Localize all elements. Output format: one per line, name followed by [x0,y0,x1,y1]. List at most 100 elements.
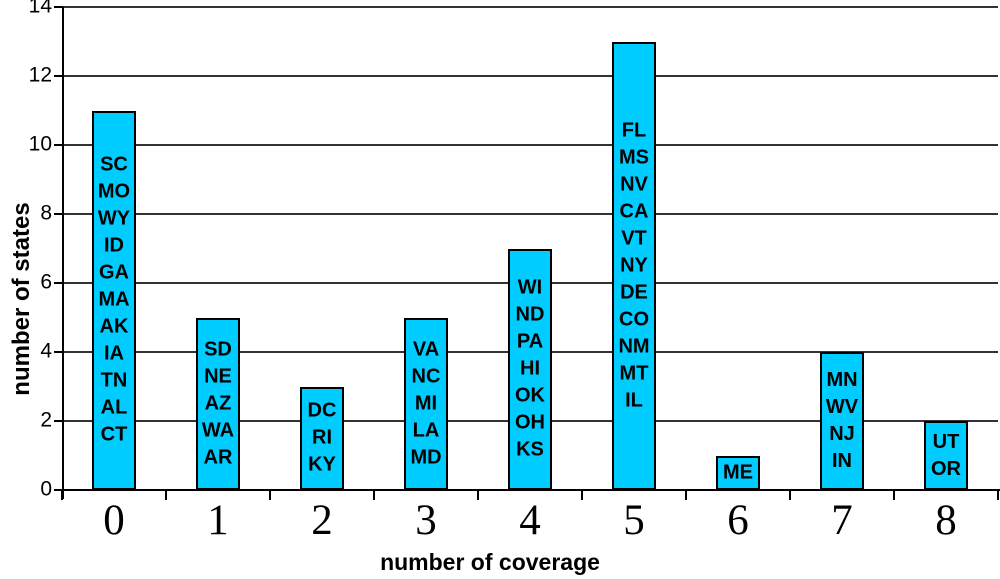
bar-state-labels: DC RI KY [302,398,342,479]
state-label: CO [619,308,649,331]
bar-coverage-4: WI ND PA HI OK OH KS [508,248,552,490]
y-tick-label: 14 [28,0,52,18]
bar-state-labels: FL MS NV CA VT NY DE CO NM MT IL [614,117,654,414]
y-tick-label: 6 [40,270,52,294]
bar-coverage-7: MN WV NJ IN [820,352,864,490]
y-tick-mark [54,420,63,422]
y-tick-label: 4 [40,339,52,363]
x-axis-line [62,489,1000,491]
state-label: SD [204,338,232,361]
y-tick-mark [54,6,63,8]
x-tick-mark [685,491,687,500]
y-tick-label: 0 [40,477,52,501]
x-tick-mark [997,491,999,500]
y-tick-mark [54,351,63,353]
state-label: IL [625,389,643,412]
state-label: IA [104,342,124,365]
bar-state-labels: SD NE AZ WA AR [198,336,238,471]
state-label: VA [412,338,440,361]
state-label: FL [621,119,647,142]
y-tick-mark [54,75,63,77]
x-axis-title: number of coverage [380,549,600,575]
state-label: SC [100,153,128,176]
y-tick-label: 2 [40,408,52,432]
x-tick-label: 7 [831,497,853,544]
state-label: MA [98,288,130,311]
state-label: LA [412,419,440,442]
x-tick-mark [789,491,791,500]
y-tick-label: 8 [40,201,52,225]
state-label: MO [97,180,131,203]
bar-state-labels: WI ND PA HI OK OH KS [510,275,550,464]
state-label: RI [312,426,332,449]
state-label: UT [932,430,960,453]
state-label: MI [414,392,438,415]
state-label: MD [410,446,442,469]
y-tick-mark [54,213,63,215]
x-tick-label: 0 [103,497,125,544]
state-label: DE [620,281,648,304]
state-label: NM [618,335,650,358]
bar-state-labels: MN WV NJ IN [822,367,862,475]
x-tick-label: 3 [415,497,437,544]
y-tick-mark [54,144,63,146]
y-tick-mark [54,489,63,491]
bar-coverage-8: UT OR [924,421,968,490]
state-label: KY [308,453,336,476]
state-label: CA [619,200,649,223]
bar-coverage-3: VA NC MI LA MD [404,317,448,490]
x-tick-label: 4 [519,497,541,544]
state-label: IN [832,450,852,472]
state-label: AK [99,315,129,338]
x-tick-mark [373,491,375,500]
state-label: GA [99,261,129,284]
y-tick-mark [54,282,63,284]
state-label: WA [201,419,235,442]
gridline [62,75,998,77]
bar-coverage-6: ME [716,455,760,490]
x-tick-label: 2 [311,497,333,544]
state-label: NY [620,254,648,277]
state-label: MS [619,146,649,169]
state-label: VT [621,227,647,250]
bar-coverage-5: FL MS NV CA VT NY DE CO NM MT IL [612,41,656,490]
state-label: OR [931,457,961,480]
y-tick-label: 10 [28,132,52,156]
state-label: CT [100,423,128,446]
state-label: HI [520,357,540,380]
state-label: PA [516,330,544,353]
x-tick-mark [165,491,167,500]
bar-coverage-1: SD NE AZ WA AR [196,317,240,490]
state-label: DC [307,399,337,422]
bar-coverage-2: DC RI KY [300,386,344,490]
x-tick-mark [893,491,895,500]
gridline [62,213,998,215]
x-tick-mark [477,491,479,500]
state-label: WV [825,396,859,418]
state-label: NE [204,365,232,388]
bar-coverage-0: SC MO WY ID GA MA AK IA TN AL CT [92,110,136,490]
x-tick-mark [581,491,583,500]
x-tick-mark [61,491,63,500]
state-label: NC [411,365,441,388]
bar-state-labels: SC MO WY ID GA MA AK IA TN AL CT [94,152,134,449]
x-tick-label: 5 [623,497,645,544]
bar-state-labels: UT OR [926,429,966,483]
state-label: OK [515,384,545,407]
gridline [62,144,998,146]
state-label: ND [515,303,545,326]
x-tick-mark [269,491,271,500]
x-tick-label: 1 [207,497,229,544]
y-axis-line [62,7,64,499]
state-label: WI [517,276,543,299]
bar-state-labels: ME [718,459,758,486]
state-label: MT [619,362,649,385]
state-label: AL [100,396,128,419]
state-label: AZ [204,392,232,415]
state-label: ID [104,234,124,257]
state-label: NJ [829,423,855,445]
state-label: WY [97,207,131,230]
x-tick-label: 8 [935,497,957,544]
state-label: NV [620,173,648,196]
state-label: MN [826,369,858,391]
